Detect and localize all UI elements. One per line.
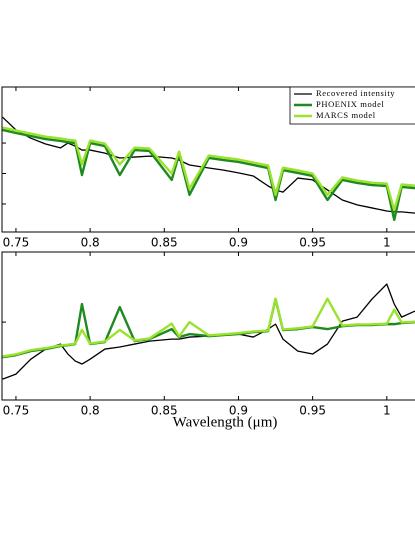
legend-label: MARCS model [316,110,376,120]
legend-label: Recovered intensity [316,88,395,98]
series-line [2,126,415,212]
series-line [2,283,415,380]
series-line [2,116,415,214]
x-tick-label: 1 [383,236,391,250]
x-tick-label: 0.9 [229,404,248,418]
series-line [2,297,415,358]
x-axis-label: Wavelength (μm) [173,414,278,430]
x-tick-label: 0.9 [229,236,248,250]
x-tick-label: 0.95 [299,404,326,418]
x-tick-label: 0.75 [3,236,30,250]
x-tick-label: 0.75 [3,404,30,418]
x-tick-label: 0.8 [81,236,100,250]
legend-label: PHOENIX model [316,99,385,109]
plot-frame [1,86,415,233]
x-tick-label: 0.95 [299,236,326,250]
x-tick-label: 1 [383,404,391,418]
series-line [2,128,415,222]
x-tick-label: 0.85 [151,404,178,418]
plot-frame [1,251,415,401]
x-tick-label: 0.85 [151,236,178,250]
x-tick-label: 0.8 [81,404,100,418]
